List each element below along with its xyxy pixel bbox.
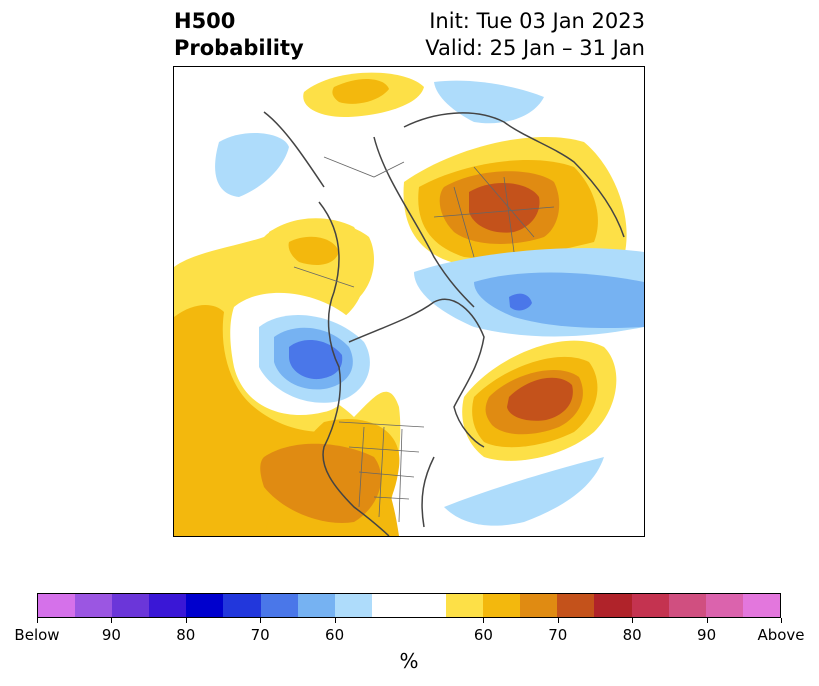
title-init-valid: Init: Tue 03 Jan 2023 Valid: 25 Jan – 31… bbox=[425, 9, 645, 60]
colorbar-tick-label: 60 bbox=[473, 626, 493, 644]
colorbar-swatch bbox=[297, 594, 335, 617]
colorbar-swatch bbox=[371, 594, 409, 617]
probability-map bbox=[174, 72, 644, 536]
colorbar-tick-label: 80 bbox=[176, 626, 196, 644]
colorbar-swatch bbox=[631, 594, 669, 617]
colorbar-swatch bbox=[594, 594, 632, 617]
colorbar-unit: % bbox=[399, 649, 419, 673]
below-contour-60-east-siberia bbox=[215, 132, 289, 197]
below-contour-65-east-asia bbox=[474, 272, 644, 328]
below-contour-70-east-asia bbox=[509, 293, 532, 311]
colorbar-tick bbox=[111, 618, 113, 623]
colorbar-swatch bbox=[149, 594, 187, 617]
colorbar-tick-label: Above bbox=[757, 626, 805, 644]
colorbar-swatch bbox=[223, 594, 261, 617]
below-contour-60-atlantic bbox=[444, 457, 604, 526]
colorbar-tick bbox=[260, 618, 262, 623]
colorbar-tick-label: 90 bbox=[697, 626, 717, 644]
colorbar-swatch bbox=[186, 594, 224, 617]
colorbar-tick bbox=[334, 618, 336, 623]
colorbar-swatch bbox=[38, 594, 76, 617]
colorbar-swatch bbox=[483, 594, 521, 617]
colorbar-swatch bbox=[520, 594, 558, 617]
coastlines bbox=[263, 111, 625, 536]
colorbar-swatch bbox=[334, 594, 372, 617]
colorbar-tick-label: 60 bbox=[325, 626, 345, 644]
colorbar-swatch bbox=[260, 594, 298, 617]
title-variable: H500 Probability bbox=[174, 9, 304, 60]
colorbar-tick-label: 90 bbox=[101, 626, 121, 644]
above-contour-65-greenland bbox=[332, 78, 389, 104]
colorbar-tick-label: 70 bbox=[250, 626, 270, 644]
colorbar-tick-label: Below bbox=[14, 626, 60, 644]
below-contour-70-goa bbox=[289, 340, 343, 380]
colorbar-tick-label: 70 bbox=[548, 626, 568, 644]
colorbar-swatch bbox=[408, 594, 447, 617]
colorbar-tick bbox=[706, 618, 708, 623]
colorbar-tick bbox=[185, 618, 187, 623]
colorbar-swatch bbox=[668, 594, 706, 617]
above-contour-75-eurasia bbox=[469, 182, 540, 233]
colorbar-swatch bbox=[557, 594, 595, 617]
colorbar-tick bbox=[483, 618, 485, 623]
probability-colorbar bbox=[37, 593, 781, 618]
map-panel bbox=[173, 66, 645, 537]
colorbar-swatch bbox=[742, 594, 780, 617]
colorbar-tick bbox=[781, 618, 782, 623]
above-contour-75-atlantic bbox=[507, 377, 573, 421]
colorbar-swatch bbox=[446, 594, 484, 617]
colorbar-swatch bbox=[75, 594, 113, 617]
colorbar-tick-label: 80 bbox=[622, 626, 642, 644]
colorbar-swatch bbox=[705, 594, 743, 617]
colorbar-tick bbox=[37, 618, 38, 623]
political-borders bbox=[293, 156, 555, 523]
colorbar-tick bbox=[557, 618, 559, 623]
colorbar-swatch bbox=[112, 594, 150, 617]
colorbar-tick bbox=[632, 618, 634, 623]
above-contour-65-alaska bbox=[288, 236, 339, 265]
